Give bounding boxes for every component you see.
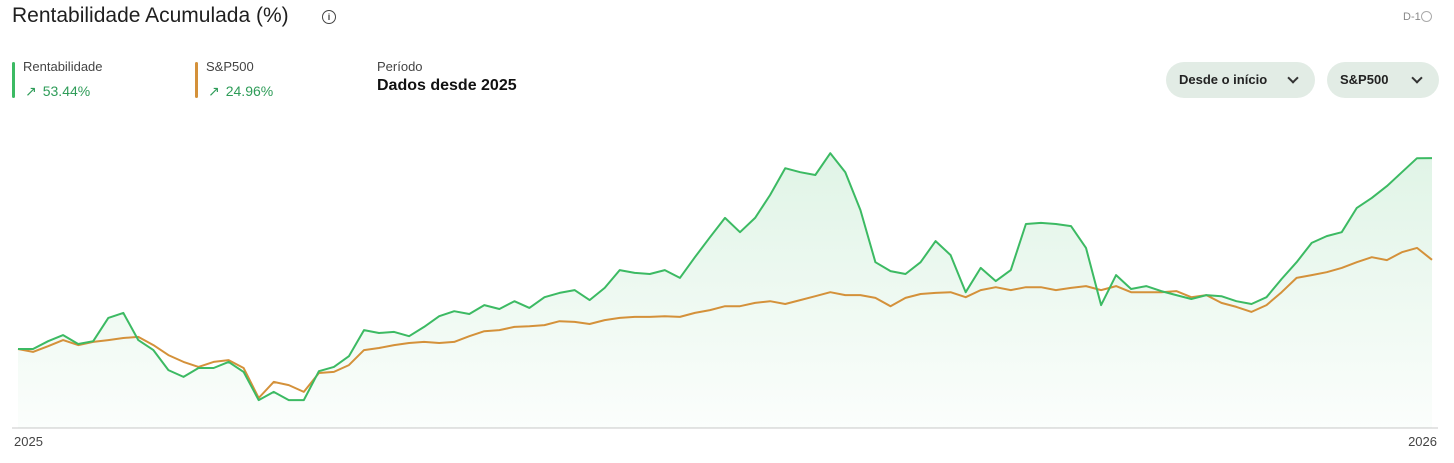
legend-return: ↗ 24.96% <box>208 83 273 100</box>
x-tick-label: 2026 <box>1408 434 1437 449</box>
dropdown-label: S&P500 <box>1340 72 1389 87</box>
area-fill <box>18 153 1432 428</box>
x-tick-label: 2025 <box>14 434 43 449</box>
title: Rentabilidade Acumulada (%) <box>12 4 289 27</box>
series-line <box>17 246 1433 399</box>
legend-swatch <box>195 62 198 98</box>
info-icon[interactable]: i <box>322 10 336 24</box>
benchmark-dropdown[interactable]: S&P500 <box>1327 62 1439 98</box>
legend-name: S&P500 <box>206 59 254 74</box>
return-value: 24.96% <box>225 83 274 99</box>
dropdown-label: Desde o início <box>1179 72 1268 87</box>
arrow-icon: ↗ <box>25 83 37 99</box>
clock-icon <box>1421 11 1432 22</box>
legend-return: ↗ 53.44% <box>25 83 90 100</box>
legend-swatch <box>12 62 15 98</box>
return-value: 53.44% <box>42 83 91 99</box>
data-badge: D-1 <box>1403 11 1421 23</box>
series-line <box>18 152 1433 402</box>
period-label: Período <box>377 59 423 74</box>
range-dropdown[interactable]: Desde o início <box>1166 62 1315 98</box>
arrow-icon: ↗ <box>208 83 220 99</box>
legend-name: Rentabilidade <box>23 59 103 74</box>
period-value: Dados desde 2025 <box>377 77 517 94</box>
